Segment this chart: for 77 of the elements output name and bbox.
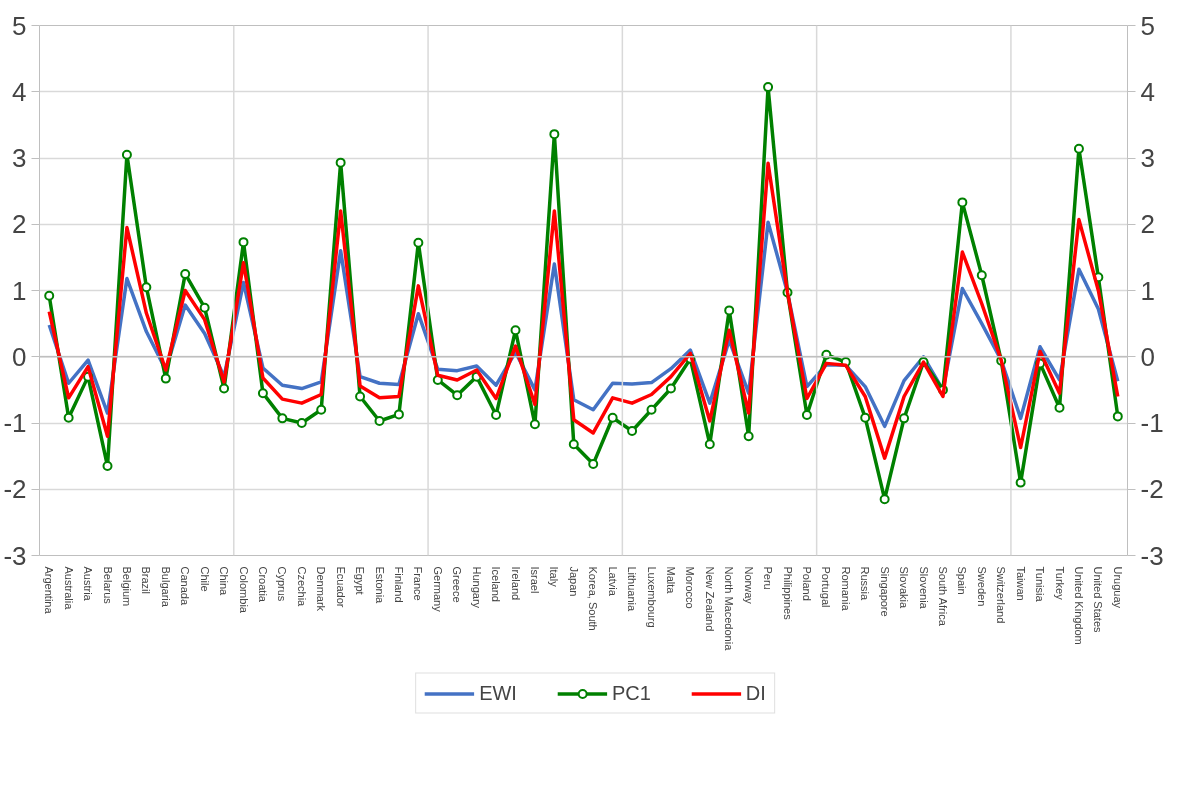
y2-tick-label: 3 <box>1140 143 1155 173</box>
x-tick-label: Italy <box>548 566 561 588</box>
x-tick-label: Estonia <box>373 566 386 605</box>
y-tick-label: -1 <box>3 408 27 438</box>
x-tick-label: Israel <box>528 566 541 594</box>
y2-tick-label: 5 <box>1140 10 1155 41</box>
x-tick-label: Belarus <box>101 566 114 605</box>
x-tick-label: United Kingdom <box>1072 566 1085 645</box>
x-tick-label: Peru <box>762 566 775 590</box>
x-tick-label: Egypt <box>354 566 367 595</box>
x-tick-label: Poland <box>800 566 813 601</box>
x-tick-label: Uruguay <box>1111 566 1124 609</box>
x-tick-label: Iceland <box>490 566 503 602</box>
x-tick-label: Belgium <box>120 566 133 607</box>
x-tick-label: Greece <box>451 566 464 603</box>
y-tick-label: 0 <box>12 341 27 372</box>
x-tick-label: Colombia <box>237 566 250 614</box>
x-tick-label: Canada <box>179 566 192 606</box>
x-tick-label: Denmark <box>315 566 328 612</box>
y2-tick-label: 1 <box>1140 275 1155 306</box>
y2-tick-label: -3 <box>1140 540 1164 571</box>
x-tick-label: Taiwan <box>1014 566 1027 601</box>
x-tick-label: Singapore <box>878 566 891 617</box>
legend-label: PC1 <box>611 681 651 705</box>
x-tick-label: Ecuador <box>334 566 347 608</box>
y2-tick-label: 2 <box>1140 209 1155 240</box>
y-tick-label: -3 <box>3 540 27 571</box>
x-tick-label: Japan <box>567 566 580 597</box>
x-tick-label: Turkey <box>1053 566 1066 601</box>
x-tick-label: Romania <box>839 566 852 612</box>
x-tick-label: Philippines <box>781 566 794 621</box>
x-tick-label: Latvia <box>606 566 619 597</box>
x-tick-label: New Zealand <box>703 566 716 632</box>
x-tick-label: China <box>218 566 231 597</box>
x-tick-label: Finland <box>392 566 405 603</box>
y-tick-label: 5 <box>12 10 27 41</box>
x-tick-label: Cyprus <box>276 566 289 602</box>
x-tick-label: Spain <box>956 566 969 595</box>
y2-tick-label: 0 <box>1140 341 1155 372</box>
x-tick-label: Luxembourg <box>645 566 658 628</box>
x-tick-label: United States <box>1092 566 1105 634</box>
x-tick-label: Morocco <box>684 566 697 609</box>
x-tick-label: Brazil <box>140 566 153 595</box>
x-tick-label: Croatia <box>256 566 269 603</box>
y2-tick-label: -1 <box>1140 408 1164 438</box>
x-tick-label: Malta <box>664 566 677 595</box>
x-tick-label: Austria <box>82 566 95 602</box>
x-tick-label: Argentina <box>43 566 56 615</box>
x-tick-label: Sweden <box>975 566 988 607</box>
y2-tick-label: 4 <box>1140 76 1155 107</box>
legend-label: EWI <box>479 681 517 705</box>
legend-label: DI <box>745 681 766 705</box>
y-tick-label: 2 <box>12 209 27 240</box>
y-tick-label: 4 <box>12 76 27 107</box>
x-tick-label: Lithuania <box>626 566 639 613</box>
x-tick-label: Czechia <box>295 566 308 608</box>
x-tick-label: Russia <box>859 566 872 602</box>
y-tick-label: 3 <box>12 143 27 173</box>
x-tick-label: Tunisia <box>1034 566 1047 603</box>
x-tick-label: Switzerland <box>995 566 1008 624</box>
x-tick-label: Chile <box>198 566 211 592</box>
x-tick-label: North Macedonia <box>723 566 736 652</box>
x-tick-label: Australia <box>62 566 75 611</box>
x-tick-label: Korea, South <box>587 566 600 631</box>
x-tick-label: Norway <box>742 566 755 605</box>
x-tick-label: South Africa <box>936 566 949 627</box>
x-tick-label: Portugal <box>820 566 833 608</box>
x-tick-label: Hungary <box>470 566 483 609</box>
x-tick-label: France <box>412 566 425 601</box>
x-tick-label: Slovenia <box>917 566 930 610</box>
x-tick-label: Ireland <box>509 566 522 601</box>
x-tick-label: Slovakia <box>898 566 911 609</box>
x-tick-label: Bulgaria <box>159 566 172 608</box>
y-tick-label: 1 <box>12 275 27 306</box>
y-tick-label: -2 <box>3 474 27 505</box>
x-tick-label: Germany <box>431 566 444 613</box>
y2-tick-label: -2 <box>1140 474 1164 505</box>
